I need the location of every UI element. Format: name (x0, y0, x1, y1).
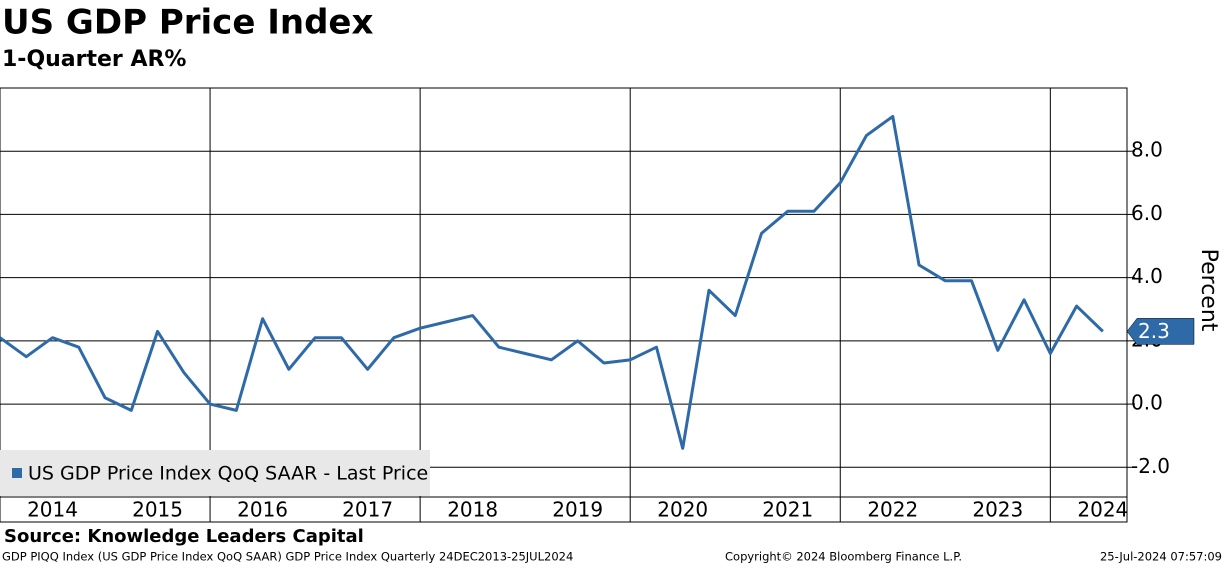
x-tick-label: 2019 (552, 498, 603, 522)
y-tick-label: 8.0 (1131, 138, 1163, 162)
legend-label: US GDP Price Index QoQ SAAR - Last Price (28, 463, 428, 485)
legend-swatch (12, 468, 22, 478)
y-axis-label: Percent (1196, 249, 1221, 332)
chart-title: US GDP Price Index (2, 3, 373, 43)
x-tick-label: 2014 (27, 498, 78, 522)
y-tick-label: 4.0 (1131, 264, 1163, 288)
x-tick-label: 2018 (447, 498, 498, 522)
footer-left: GDP PIQQ Index (US GDP Price Index QoQ S… (2, 550, 573, 564)
x-tick-label: 2022 (867, 498, 918, 522)
y-tick-label: 6.0 (1131, 201, 1163, 225)
x-tick-label: 2016 (237, 498, 288, 522)
last-price-label: 2.3 (1138, 319, 1170, 343)
x-tick-label: 2017 (342, 498, 393, 522)
last-price-tag (1126, 318, 1195, 345)
chart-subtitle: 1-Quarter AR% (2, 47, 186, 72)
footer-center: Copyright© 2024 Bloomberg Finance L.P. (725, 550, 962, 564)
legend-box (0, 450, 430, 496)
x-tick-label: 2024 (1077, 498, 1128, 522)
data-line (0, 114, 1104, 450)
x-tick-label: 2020 (657, 498, 708, 522)
x-tick-label: 2021 (762, 498, 813, 522)
y-tick-label: -2.0 (1131, 454, 1170, 478)
x-tick-label: 2015 (132, 498, 183, 522)
plot-area (0, 87, 1128, 523)
footer-right: 25-Jul-2024 07:57:09 (1100, 550, 1222, 564)
source: Source: Knowledge Leaders Capital (4, 526, 364, 547)
x-tick-label: 2023 (972, 498, 1023, 522)
y-tick-label: 0.0 (1131, 391, 1163, 415)
